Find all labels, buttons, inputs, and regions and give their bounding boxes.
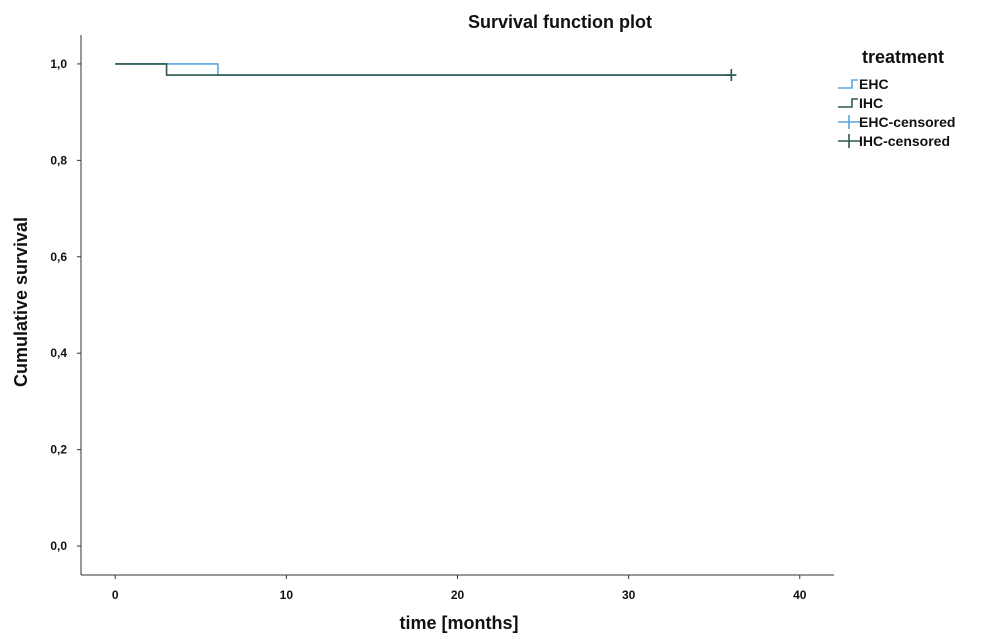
chart-title: Survival function plot [468,12,652,32]
legend-label: IHC-censored [859,133,950,149]
x-axis-label: time [months] [400,613,519,633]
y-axis-label: Cumulative survival [11,217,31,387]
y-tick-label: 0,2 [50,443,67,457]
y-tick-label: 1,0 [50,57,67,71]
legend-title: treatment [862,47,944,67]
legend-label: EHC [859,76,889,92]
legend-cross-icon [838,115,860,129]
legend-label: IHC [859,95,883,111]
censored-mark-ihc [726,69,737,82]
series-line-ehc [115,63,732,76]
legend-step-icon [838,79,858,89]
legend-label: EHC-censored [859,114,955,130]
y-tick-label: 0,4 [50,346,67,360]
y-tick-label: 0,8 [50,153,67,167]
x-tick-label: 0 [112,588,119,602]
legend: treatment EHC IHC EHC-censored IHC-censored [838,47,955,149]
x-tick-label: 40 [793,588,807,602]
x-tick-label: 10 [280,588,294,602]
x-tick-label: 20 [451,588,465,602]
plot-area [115,63,737,82]
y-tick-label: 0,0 [50,539,67,553]
x-tick-label: 30 [622,588,636,602]
legend-step-icon [838,98,858,108]
series-line-ihc [115,63,732,76]
y-tick-label: 0,6 [50,250,67,264]
axes: 0 10 20 30 40 0,0 0,2 0,4 0,6 0,8 1,0 [50,35,834,602]
legend-cross-icon [838,134,860,148]
